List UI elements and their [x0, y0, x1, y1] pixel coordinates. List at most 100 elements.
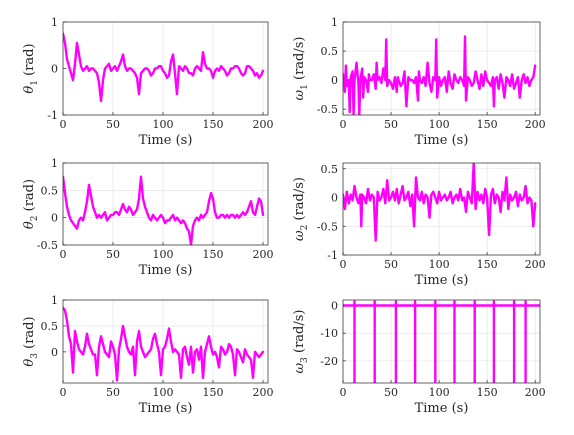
x-tick-label: 0	[340, 118, 347, 131]
y-tick-label: 1	[51, 294, 58, 307]
y-label-symbol: θ	[22, 359, 37, 367]
plot-area	[63, 163, 268, 245]
series-line	[63, 306, 265, 382]
x-tick-label: 100	[153, 118, 174, 131]
y-axis-label: θ3 (rad)	[22, 316, 40, 366]
y-label-unit: (rad)	[22, 316, 37, 353]
x-tick-label: 50	[106, 386, 120, 399]
x-tick-label: 200	[253, 248, 274, 261]
y-tick-label: 0.5	[41, 184, 59, 197]
y-tick-label: 0.5	[321, 163, 339, 176]
x-axis-label: Time (s)	[415, 133, 469, 148]
x-tick-label: 150	[203, 118, 224, 131]
x-tick-label: 50	[384, 118, 398, 131]
y-tick-label: 0.5	[321, 45, 339, 58]
y-tick-label: 0	[51, 63, 58, 76]
y-tick-label: 0	[51, 346, 58, 359]
y-tick-label: 1	[51, 157, 58, 170]
y-label-subscript: 3	[300, 357, 310, 363]
y-label-symbol: θ	[22, 221, 37, 229]
axes-box	[342, 21, 541, 116]
x-tick-label: 0	[60, 118, 67, 131]
y-label-subscript: 1	[300, 84, 310, 90]
y-label-unit: (rad/s)	[292, 310, 307, 358]
axes-box	[62, 299, 269, 384]
x-tick-label: 100	[429, 386, 450, 399]
x-tick-label: 200	[525, 386, 546, 399]
y-label-subscript: 1	[30, 80, 40, 86]
axes-box	[62, 21, 269, 116]
y-label-unit: (rad)	[22, 179, 37, 216]
axes-box	[342, 162, 541, 256]
x-tick-label: 200	[253, 118, 274, 131]
y-label-symbol: θ	[22, 86, 37, 94]
y-label-unit: (rad/s)	[292, 37, 307, 85]
x-tick-label: 100	[429, 118, 450, 131]
subplot-6: 0 50 100 150 200 -20 -10 0 Time (s) ω3 (rad/s)	[292, 300, 546, 416]
x-axis-label: Time (s)	[139, 133, 193, 148]
x-axis-label: Time (s)	[415, 273, 469, 288]
y-tick-label: -0.5	[317, 103, 338, 116]
series-line	[343, 163, 537, 242]
y-tick-label: -1	[327, 249, 338, 262]
x-tick-label: 150	[477, 258, 498, 271]
subplot-4: 0 50 100 150 200 -1 -0.5 0 0.5 Time (s) ω2 (rad/s)	[292, 162, 546, 288]
y-axis-label: θ2 (rad)	[22, 179, 40, 229]
plot-area	[343, 300, 540, 383]
y-axis-label: ω1 (rad/s)	[292, 37, 310, 101]
axes-box	[62, 162, 269, 246]
x-tick-label: 0	[60, 248, 67, 261]
y-label-unit: (rad/s)	[292, 177, 307, 225]
x-tick-label: 200	[525, 258, 546, 271]
x-tick-label: 150	[203, 386, 224, 399]
series-line	[343, 300, 540, 383]
y-tick-label: 0	[51, 212, 58, 225]
x-axis-label: Time (s)	[139, 263, 193, 278]
y-label-symbol: ω	[292, 230, 307, 241]
plot-area	[343, 22, 540, 115]
x-tick-label: 100	[153, 248, 174, 261]
y-tick-label: 1	[331, 16, 338, 29]
x-tick-label: 50	[384, 258, 398, 271]
y-axis-label: ω2 (rad/s)	[292, 177, 310, 241]
x-tick-label: 150	[203, 248, 224, 261]
x-axis-label: Time (s)	[139, 401, 193, 416]
y-tick-label: 0.5	[41, 320, 59, 333]
x-tick-label: 0	[340, 386, 347, 399]
y-tick-label: 0	[331, 192, 338, 205]
y-tick-label: -20	[320, 355, 338, 368]
y-tick-label: 1	[51, 16, 58, 29]
y-label-subscript: 2	[30, 216, 40, 222]
y-tick-label: -1	[47, 109, 58, 122]
y-label-subscript: 3	[30, 353, 40, 359]
x-tick-label: 100	[429, 258, 450, 271]
x-axis-label: Time (s)	[415, 401, 469, 416]
series-line	[63, 175, 265, 245]
y-tick-label: -0.5	[317, 220, 338, 233]
x-tick-label: 0	[340, 258, 347, 271]
x-tick-label: 0	[60, 386, 67, 399]
axes-box	[342, 299, 541, 384]
x-tick-label: 150	[477, 118, 498, 131]
x-tick-label: 200	[253, 386, 274, 399]
y-tick-label: 0	[331, 74, 338, 87]
y-axis-label: θ1 (rad)	[22, 43, 40, 93]
y-label-symbol: ω	[292, 89, 307, 100]
x-tick-label: 100	[153, 386, 174, 399]
x-tick-label: 150	[477, 386, 498, 399]
y-label-symbol: ω	[292, 362, 307, 373]
y-label-unit: (rad)	[22, 43, 37, 80]
x-tick-label: 50	[106, 248, 120, 261]
series-line	[343, 35, 537, 115]
y-tick-label: -10	[320, 327, 338, 340]
y-tick-label: -0.5	[37, 239, 58, 252]
x-tick-label: 50	[384, 386, 398, 399]
y-axis-label: ω3 (rad/s)	[292, 310, 310, 374]
y-label-subscript: 2	[300, 225, 310, 231]
subplot-5: 0 50 100 150 200 0 0.5 1 Time (s) θ3 (rad)	[22, 294, 274, 416]
plot-area	[343, 163, 540, 255]
